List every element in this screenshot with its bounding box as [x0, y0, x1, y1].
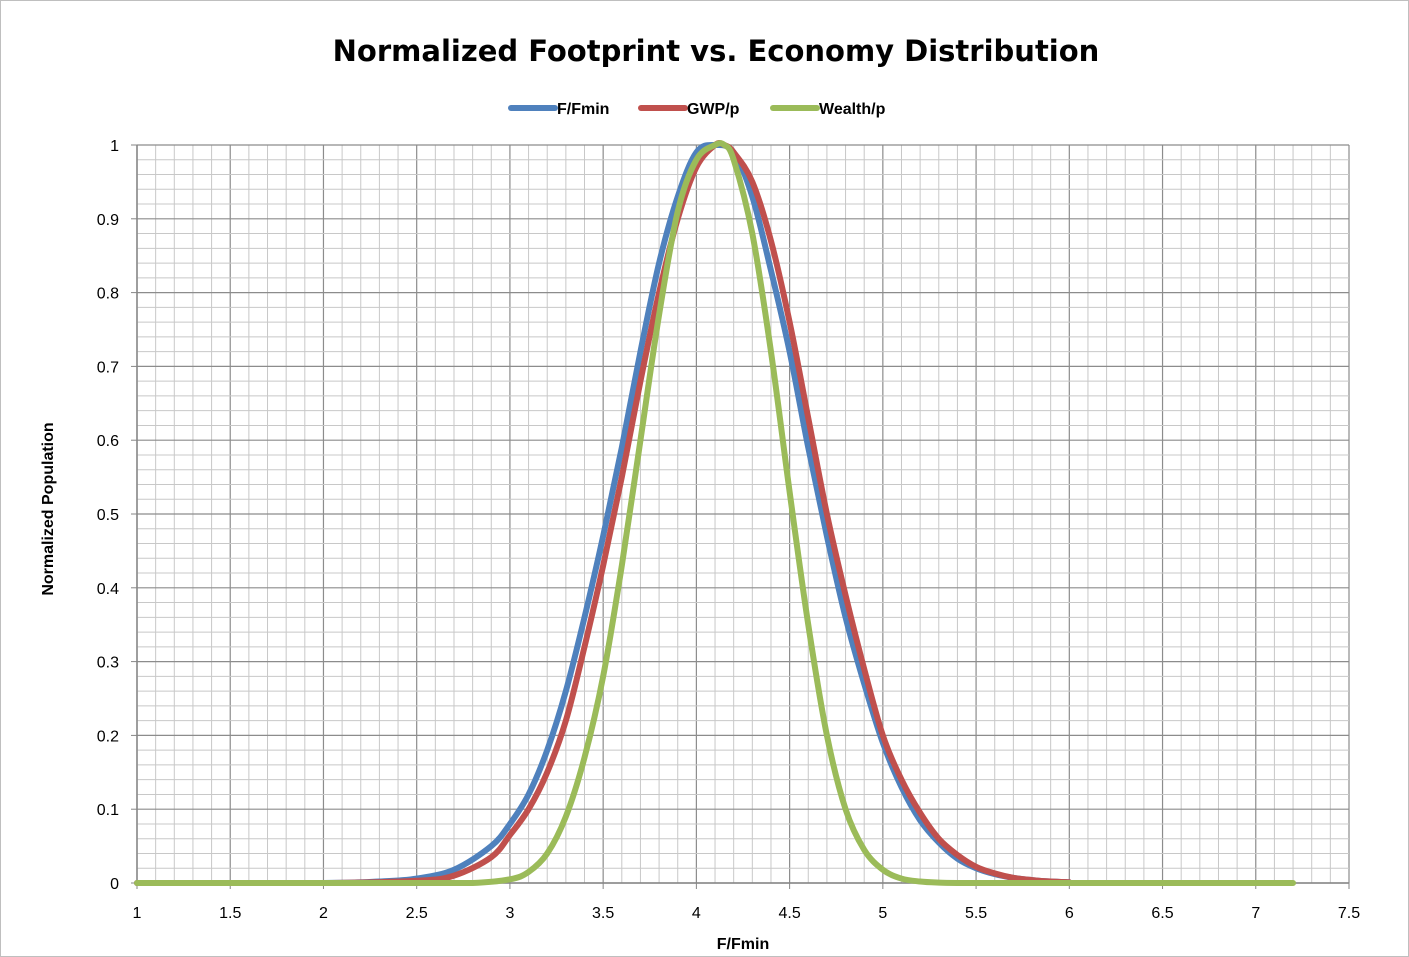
y-tick-label: 1: [110, 138, 119, 155]
y-tick-label: 0.4: [97, 581, 119, 598]
x-tick-label: 7: [1251, 905, 1260, 922]
x-tick-label: 1: [133, 905, 142, 922]
chart-title: Normalized Footprint vs. Economy Distrib…: [333, 34, 1100, 68]
series-line-wealth-p: [134, 140, 1297, 887]
x-tick-label: 2.5: [406, 905, 428, 922]
grid: [136, 144, 1350, 884]
x-tick-label: 1.5: [219, 905, 241, 922]
y-axis-label: Normalized Population: [40, 422, 57, 595]
x-tick-label: 5.5: [965, 905, 987, 922]
series-group: [134, 140, 1297, 887]
x-tick-label: 3: [505, 905, 514, 922]
y-tick-label: 0.8: [97, 286, 119, 303]
y-tick-label: 0: [110, 876, 119, 893]
x-tick-label: 2: [319, 905, 328, 922]
x-tick-labels: 1 1.5 2 2.5 3 3.5 4 4.5 5 5.5 6 6.5 7 7.5: [133, 905, 1361, 922]
y-tick-label: 0.1: [97, 802, 119, 819]
axes: [131, 144, 1350, 889]
legend-label-gwp-p: GWP/p: [687, 101, 740, 118]
y-tick-label: 0.9: [97, 212, 119, 229]
x-tick-label: 4.5: [778, 905, 800, 922]
x-axis-label: F/Fmin: [717, 936, 769, 953]
x-tick-label: 6: [1065, 905, 1074, 922]
y-tick-label: 0.3: [97, 655, 119, 672]
legend: F/Fmin GWP/p Wealth/p: [508, 101, 886, 118]
x-tick-label: 7.5: [1338, 905, 1360, 922]
legend-label-wealth-p: Wealth/p: [819, 101, 886, 118]
y-tick-label: 0.2: [97, 728, 119, 745]
legend-label-f-fmin: F/Fmin: [557, 101, 609, 118]
y-tick-label: 0.6: [97, 433, 119, 450]
y-tick-label: 0.5: [97, 507, 119, 524]
y-tick-label: 0.7: [97, 359, 119, 376]
y-tick-labels: 0 0.1 0.2 0.3 0.4 0.5 0.6 0.7 0.8 0.9 1: [97, 138, 119, 893]
x-tick-label: 5: [878, 905, 887, 922]
x-tick-label: 4: [692, 905, 701, 922]
x-tick-label: 3.5: [592, 905, 614, 922]
x-tick-label: 6.5: [1151, 905, 1173, 922]
